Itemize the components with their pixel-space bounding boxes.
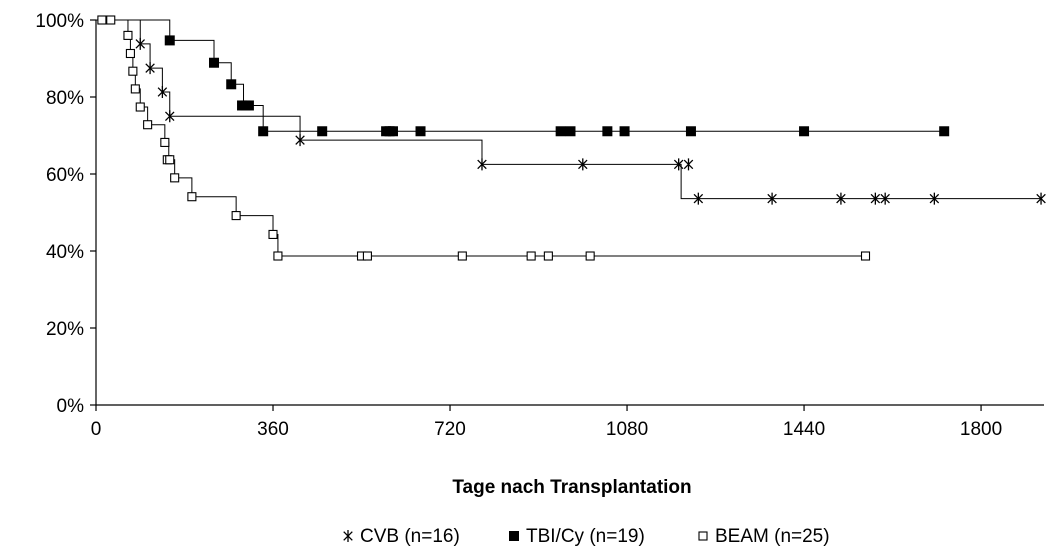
x-axis-title: Tage nach Transplantation <box>452 477 691 498</box>
x-tick-label: 1080 <box>606 419 648 440</box>
data-point-marker <box>165 155 175 165</box>
x-tick-label: 720 <box>434 419 466 440</box>
legend-label: TBI/Cy (n=19) <box>526 526 645 547</box>
y-tick-label: 100% <box>35 11 84 32</box>
data-point-marker <box>578 158 588 171</box>
data-point-marker <box>128 66 138 76</box>
y-tick-label: 80% <box>46 88 84 109</box>
x-tick-label: 360 <box>257 419 289 440</box>
data-point-marker <box>268 229 278 239</box>
data-point-marker <box>415 126 426 137</box>
data-point-marker <box>477 158 487 171</box>
data-point-marker <box>97 15 107 25</box>
data-point-marker <box>555 126 566 137</box>
data-point-marker <box>767 192 777 205</box>
data-point-marker <box>387 126 398 137</box>
data-point-marker <box>870 192 881 205</box>
legend-marker-icon <box>509 531 519 541</box>
data-point-marker <box>135 102 145 112</box>
data-point-marker <box>602 126 613 137</box>
x-tick-label: 0 <box>91 419 102 440</box>
series-2 <box>96 19 950 137</box>
data-point-marker <box>565 126 576 137</box>
axes: 0% 20% 40% 60% 80% 100% 0 360 720 1080 1440 1800 <box>35 11 1044 440</box>
series-layer <box>96 15 1046 261</box>
data-point-marker <box>135 37 146 50</box>
data-point-marker <box>258 126 269 137</box>
data-point-marker <box>273 251 283 261</box>
legend-label: CVB (n=16) <box>360 526 460 547</box>
data-point-marker <box>130 84 140 94</box>
y-tick-label: 0% <box>57 396 85 417</box>
legend-item: BEAM (n=25) <box>698 526 830 547</box>
data-point-marker <box>160 137 170 147</box>
data-point-marker <box>457 251 467 261</box>
data-point-marker <box>164 110 175 123</box>
data-point-marker <box>164 35 175 46</box>
data-point-marker <box>673 158 684 171</box>
legend-marker-icon <box>698 531 708 541</box>
series-1 <box>96 19 1046 205</box>
data-point-marker <box>526 251 536 261</box>
data-point-marker <box>145 62 155 75</box>
y-tick-label: 20% <box>46 319 84 340</box>
data-point-marker <box>231 211 241 221</box>
y-tick-label: 60% <box>46 165 84 186</box>
data-point-marker <box>543 251 553 261</box>
y-tick-label: 40% <box>46 242 84 263</box>
data-point-marker <box>243 100 254 111</box>
series-line <box>96 19 866 257</box>
data-point-marker <box>170 173 180 183</box>
data-point-marker <box>929 192 940 205</box>
data-point-marker <box>125 48 135 59</box>
data-point-marker <box>317 126 328 137</box>
data-point-marker <box>187 192 197 202</box>
data-point-marker <box>836 192 846 205</box>
data-point-marker <box>585 251 595 261</box>
data-point-marker <box>685 126 696 137</box>
data-point-marker <box>693 192 704 205</box>
x-tick-label: 1440 <box>783 419 825 440</box>
legend: CVB (n=16) TBI/Cy (n=19) BEAM (n=25) <box>343 526 830 547</box>
data-point-marker <box>157 85 168 98</box>
data-point-marker <box>362 251 372 261</box>
data-point-marker <box>683 158 694 171</box>
data-point-marker <box>295 134 305 147</box>
series-line <box>96 19 945 132</box>
x-tick-label: 1800 <box>960 419 1002 440</box>
series-line <box>96 19 1042 200</box>
data-point-marker <box>860 251 871 261</box>
data-point-marker <box>143 120 153 130</box>
data-point-marker <box>799 126 810 137</box>
legend-item: TBI/Cy (n=19) <box>509 526 645 547</box>
data-point-marker <box>1036 192 1046 205</box>
legend-marker-icon <box>343 530 353 542</box>
data-point-marker <box>209 57 220 68</box>
legend-item: CVB (n=16) <box>343 526 460 547</box>
data-point-marker <box>880 192 890 205</box>
series-3 <box>96 15 871 261</box>
legend-label: BEAM (n=25) <box>715 526 830 547</box>
data-point-marker <box>939 126 950 137</box>
data-point-marker <box>106 15 116 25</box>
data-point-marker <box>226 79 237 90</box>
data-point-marker <box>619 126 630 137</box>
data-point-marker <box>123 30 133 40</box>
